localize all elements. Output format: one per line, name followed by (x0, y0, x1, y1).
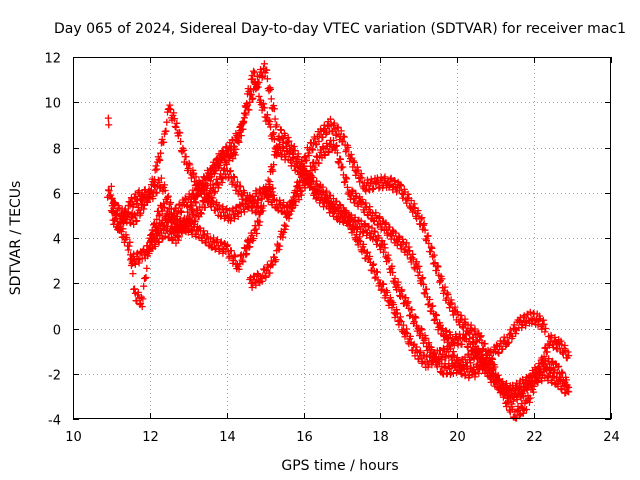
x-tick-label: 18 (372, 430, 389, 445)
y-tick-label: 2 (53, 278, 61, 293)
series-track-8 (246, 115, 573, 422)
series-track-1 (104, 161, 265, 311)
plus-markers (246, 115, 573, 422)
x-tick-label: 20 (449, 430, 466, 445)
plus-marker (105, 121, 113, 129)
x-axis-label: GPS time / hours (281, 458, 398, 474)
chart-title: Day 065 of 2024, Sidereal Day-to-day VTE… (54, 21, 626, 37)
x-tick-label: 24 (603, 430, 620, 445)
y-tick-label: 12 (44, 52, 61, 67)
plus-marker (104, 114, 112, 122)
x-tick-label: 16 (296, 430, 313, 445)
outlier-markers (104, 114, 113, 129)
y-tick-label: 6 (53, 188, 61, 203)
plus-markers (261, 136, 573, 401)
x-tick-label: 10 (65, 430, 82, 445)
y-tick-label: -2 (48, 369, 61, 384)
y-axis-label: SDTVAR / TECUs (8, 181, 24, 296)
y-tick-label: -4 (48, 414, 61, 429)
x-tick-label: 12 (142, 430, 159, 445)
y-tick-label: 8 (53, 143, 61, 158)
y-tick-label: 0 (53, 324, 61, 339)
x-tick-label: 22 (526, 430, 543, 445)
y-tick-label: 4 (53, 233, 61, 248)
plus-markers (104, 161, 265, 311)
series-track-7 (261, 136, 573, 401)
y-tick-label: 10 (44, 97, 61, 112)
data-marks (104, 60, 573, 422)
x-tick-label: 14 (219, 430, 236, 445)
